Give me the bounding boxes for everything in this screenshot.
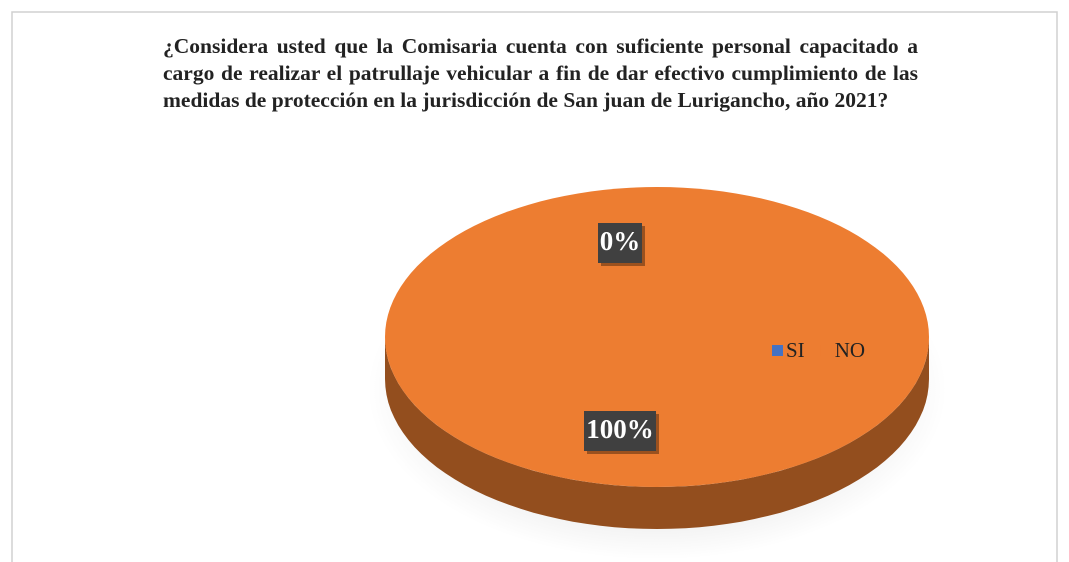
legend-swatch [820,345,832,356]
slice [385,187,929,487]
data-label: 100% [586,414,654,444]
legend-label: SI [786,338,805,362]
legend-swatch [772,345,783,356]
data-label: 0% [600,226,641,256]
data-label-box [584,411,656,451]
data-label-box [598,223,642,263]
frame [11,11,1058,562]
chart-title: ¿Considera usted que la Comisaria cuenta… [163,34,918,112]
legend-label: NO [835,338,865,362]
slice-side [385,337,929,529]
